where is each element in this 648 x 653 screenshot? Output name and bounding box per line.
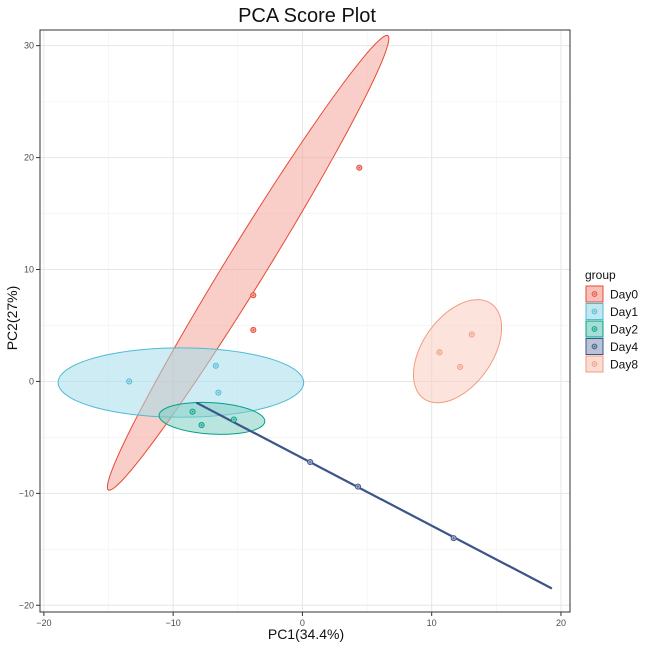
point-center: [438, 351, 441, 354]
point-day0: [356, 164, 363, 171]
point-center: [252, 294, 255, 297]
legend: group Day0 Day1 Day2 Day4 Day8: [585, 268, 638, 373]
legend-key-center: [593, 345, 596, 348]
legend-key-center: [593, 363, 596, 365]
legend-item-day1: Day1: [585, 303, 638, 320]
point-day1: [215, 389, 222, 396]
point-day2: [198, 422, 205, 429]
point-day1: [212, 362, 219, 369]
point-center: [233, 418, 235, 421]
x-tick-label: 20: [556, 618, 566, 628]
confidence-ellipses: [57, 34, 503, 491]
x-tick-label: 10: [427, 618, 437, 628]
point-center: [357, 485, 359, 488]
legend-item-day0: Day0: [585, 285, 638, 303]
y-tick-label: 10: [24, 265, 34, 275]
legend-label: Day1: [610, 305, 638, 319]
data-points: [126, 164, 475, 542]
point-day0: [250, 326, 257, 334]
point-center: [452, 537, 455, 539]
legend-key-center: [593, 328, 596, 330]
point-center: [470, 333, 473, 336]
y-tick-label: −20: [19, 600, 34, 610]
legend-title: group: [585, 268, 616, 282]
x-tick-label: 0: [300, 618, 305, 628]
panel-border: [39, 29, 571, 613]
legend-label: Day0: [610, 288, 638, 302]
axes: −20 −10 0 10 20 −20 −10 0 10 20 30: [19, 41, 566, 628]
legend-item-day2: Day2: [585, 320, 638, 338]
legend-label: Day8: [610, 358, 638, 372]
y-tick-label: −10: [19, 488, 34, 498]
point-center: [459, 366, 461, 368]
legend-label: Day4: [610, 340, 638, 354]
segment-day4: [195, 401, 553, 590]
ellipse-day2: [158, 401, 266, 435]
point-day4: [354, 483, 362, 490]
point-center: [128, 380, 130, 383]
x-axis-label: PC1(34.4%): [268, 626, 344, 642]
point-center: [252, 329, 255, 331]
point-center: [200, 424, 203, 426]
point-day2: [189, 408, 196, 415]
point-day8: [457, 363, 464, 370]
point-center: [191, 410, 194, 413]
chart-title: PCA Score Plot: [238, 5, 376, 27]
point-day8: [468, 331, 475, 338]
point-day1: [126, 378, 133, 385]
point-center: [309, 461, 311, 463]
legend-key-center: [593, 293, 596, 295]
y-tick-label: 20: [24, 153, 34, 163]
y-axis-label: PC2(27%): [4, 286, 20, 351]
y-tick-label: 30: [24, 41, 34, 51]
x-tick-label: −20: [36, 618, 51, 628]
y-tick-label: 0: [29, 376, 34, 386]
legend-key-center: [593, 310, 596, 313]
point-day8: [436, 349, 443, 356]
legend-item-day8: Day8: [585, 355, 638, 373]
point-day2: [230, 416, 237, 423]
point-day4: [307, 458, 314, 466]
point-center: [215, 364, 217, 367]
legend-label: Day2: [610, 323, 638, 337]
point-center: [217, 391, 220, 394]
degenerate-ellipses: [195, 401, 553, 590]
point-day4: [450, 535, 457, 542]
legend-item-day4: Day4: [585, 338, 638, 355]
legend-items: Day0 Day1 Day2 Day4 Day8: [585, 285, 638, 373]
x-tick-label: −10: [166, 618, 181, 628]
ellipse-day8: [412, 299, 503, 404]
point-center: [358, 166, 361, 169]
point-day0: [250, 292, 257, 299]
